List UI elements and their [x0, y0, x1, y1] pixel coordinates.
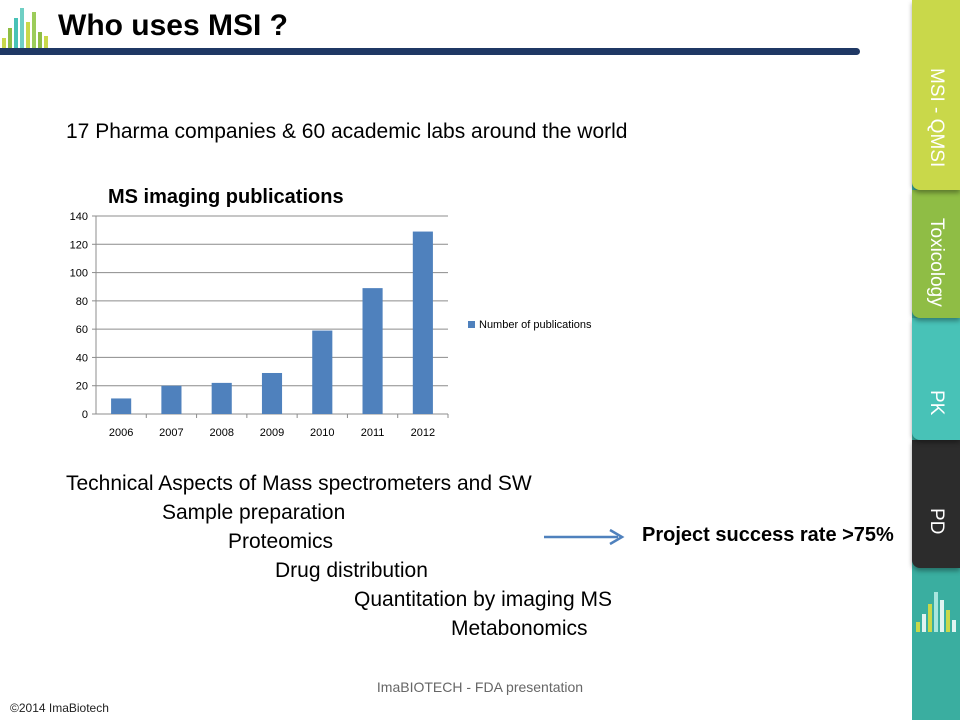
x-tick-label: 2010	[310, 427, 334, 439]
y-tick-label: 120	[70, 239, 88, 251]
bar-2010	[312, 330, 333, 414]
arrow-right-icon	[544, 528, 625, 546]
tab-label-pd: PD	[926, 507, 947, 535]
section-sidebar: MSI - QMSI Toxicology PK PD	[912, 0, 960, 720]
x-tick-label: 2007	[159, 427, 183, 439]
y-tick-label: 60	[76, 324, 88, 336]
tab-label-toxicology: Toxicology	[926, 217, 947, 307]
x-tick-label: 2012	[411, 427, 435, 439]
tab-label-msi-qmsi: MSI - QMSI	[926, 68, 947, 168]
bullet-quantitation: Quantitation by imaging MS	[354, 588, 612, 611]
bullet-technical-aspects: Technical Aspects of Mass spectrometers …	[66, 472, 532, 495]
y-tick-label: 80	[76, 296, 88, 308]
subtitle: 17 Pharma companies & 60 academic labs a…	[66, 120, 628, 143]
footer-presentation-title: ImaBIOTECH - FDA presentation	[376, 679, 584, 695]
bar-2007	[161, 385, 182, 414]
x-tick-label: 2011	[361, 427, 385, 439]
tab-msi-qmsi[interactable]: MSI - QMSI	[912, 0, 960, 190]
tab-label-pk: PK	[926, 390, 947, 416]
chart-title: MS imaging publications	[108, 186, 344, 208]
x-tick-label: 2006	[109, 427, 133, 439]
bullet-proteomics: Proteomics	[228, 530, 334, 553]
y-tick-label: 40	[76, 352, 88, 364]
y-tick-label: 100	[70, 268, 88, 280]
tab-toxicology[interactable]: Toxicology	[912, 190, 960, 318]
imabiotech-logo-icon	[2, 8, 48, 48]
bar-2009	[261, 372, 283, 414]
bar-2012	[412, 231, 433, 414]
bullet-metabonomics: Metabonomics	[451, 617, 588, 640]
bullet-sample-preparation: Sample preparation	[162, 501, 346, 524]
y-tick-label: 20	[76, 381, 88, 393]
bar-2006	[111, 398, 132, 414]
copyright-notice: ©2014 ImaBiotech	[10, 701, 109, 715]
title-underline	[0, 48, 860, 55]
bar-2011	[362, 288, 383, 414]
x-tick-label: 2008	[209, 427, 233, 439]
y-tick-label: 140	[70, 211, 88, 223]
project-success-rate: Project success rate >75%	[642, 524, 894, 546]
y-tick-label: 0	[82, 409, 88, 421]
sidebar-logo-icon	[916, 592, 956, 632]
bullet-drug-distribution: Drug distribution	[275, 559, 428, 582]
legend-swatch	[468, 321, 475, 328]
x-tick-label: 2009	[260, 427, 284, 439]
tab-pk[interactable]: PK	[912, 318, 960, 440]
legend-label: Number of publications	[479, 319, 592, 331]
publications-chart: MS imaging publications 0 20 40 60 80 100 120 14…	[70, 186, 592, 439]
page-title: Who uses MSI ?	[58, 9, 289, 42]
tab-pd[interactable]: PD	[912, 440, 960, 568]
bar-2008	[211, 382, 232, 414]
